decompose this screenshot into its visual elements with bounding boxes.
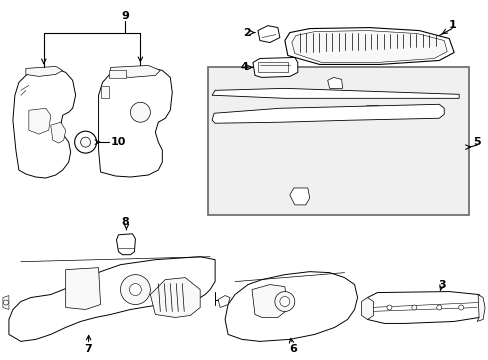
Polygon shape xyxy=(99,67,172,177)
Polygon shape xyxy=(3,296,9,310)
Polygon shape xyxy=(327,77,342,88)
Text: 6: 6 xyxy=(288,345,296,354)
Circle shape xyxy=(436,305,441,310)
Circle shape xyxy=(130,102,150,122)
Bar xyxy=(101,86,108,98)
Circle shape xyxy=(411,305,416,310)
Polygon shape xyxy=(110,66,160,77)
Circle shape xyxy=(274,292,294,311)
Polygon shape xyxy=(26,67,62,76)
Polygon shape xyxy=(51,122,65,143)
Polygon shape xyxy=(251,285,287,318)
Circle shape xyxy=(279,297,289,306)
Text: 7: 7 xyxy=(84,345,92,354)
Text: 3: 3 xyxy=(438,280,445,289)
Polygon shape xyxy=(65,268,101,310)
Circle shape xyxy=(3,300,8,305)
Bar xyxy=(108,71,126,78)
Text: 5: 5 xyxy=(472,137,480,147)
Polygon shape xyxy=(258,26,279,42)
Text: 8: 8 xyxy=(122,217,129,227)
Circle shape xyxy=(81,137,90,147)
Text: 4: 4 xyxy=(240,62,247,72)
Polygon shape xyxy=(289,188,309,205)
Polygon shape xyxy=(116,234,135,255)
Circle shape xyxy=(120,275,150,305)
Polygon shape xyxy=(9,257,215,341)
Text: 2: 2 xyxy=(243,28,250,37)
Bar xyxy=(208,67,468,215)
Polygon shape xyxy=(252,58,297,77)
Circle shape xyxy=(75,131,96,153)
Circle shape xyxy=(458,305,463,310)
Polygon shape xyxy=(212,88,458,98)
Circle shape xyxy=(129,284,141,296)
Polygon shape xyxy=(224,272,357,341)
Polygon shape xyxy=(212,104,443,123)
Polygon shape xyxy=(218,296,229,307)
Text: 10: 10 xyxy=(110,137,125,147)
Polygon shape xyxy=(29,108,51,134)
Bar xyxy=(258,62,287,72)
Text: 9: 9 xyxy=(122,11,129,21)
Polygon shape xyxy=(476,294,484,321)
Text: 1: 1 xyxy=(447,19,455,30)
Polygon shape xyxy=(13,68,76,178)
Polygon shape xyxy=(150,278,200,318)
Polygon shape xyxy=(285,28,453,64)
Polygon shape xyxy=(361,298,373,319)
Polygon shape xyxy=(364,292,482,323)
Circle shape xyxy=(386,305,391,310)
Polygon shape xyxy=(291,31,447,62)
